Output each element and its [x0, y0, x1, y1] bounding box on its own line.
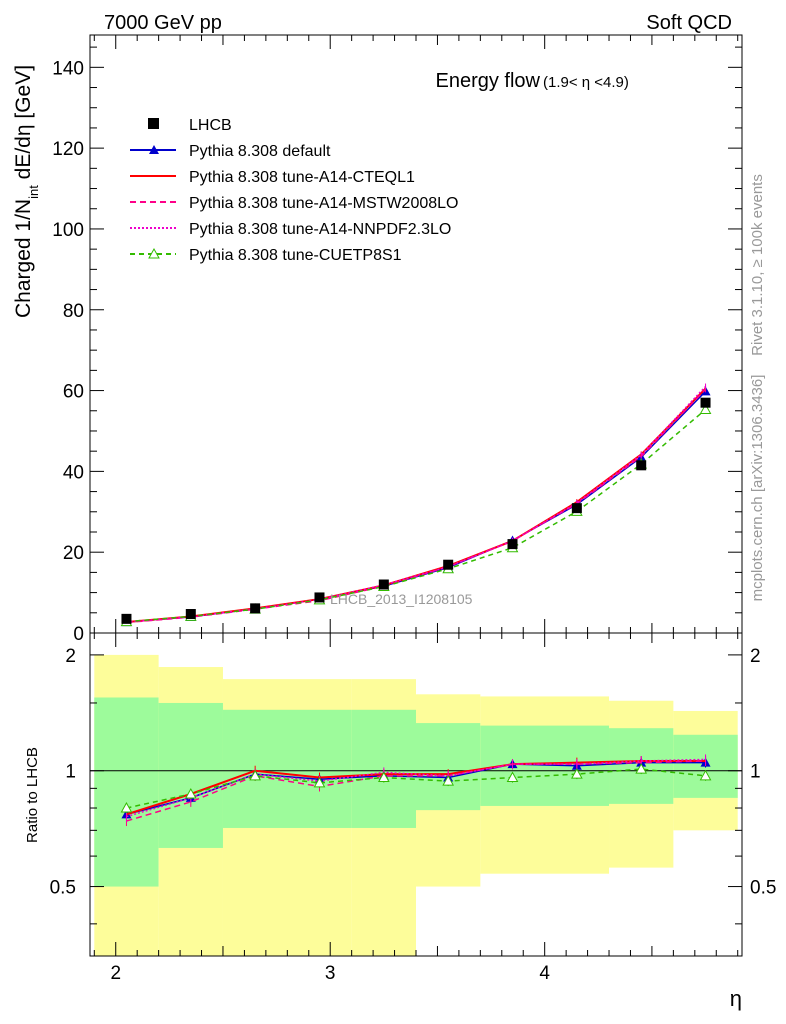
series-line	[126, 390, 707, 623]
legend-entry: Pythia 8.308 default	[130, 143, 331, 160]
plot-title-range: (1.9< η <4.9)	[543, 74, 629, 91]
lhcb-data-point	[121, 613, 132, 624]
legend-label: Pythia 8.308 tune-CUETP8S1	[189, 247, 402, 264]
open-triangle-marker	[249, 769, 261, 781]
legend-entry: Pythia 8.308 tune-A14-NNPDF2.3LO	[130, 221, 451, 238]
inner-band-bin	[222, 709, 352, 828]
ratio-line	[126, 760, 706, 822]
plot-title: Energy flow	[436, 70, 541, 92]
series-line	[126, 386, 707, 623]
main-ytick-label: 40	[63, 462, 84, 483]
main-ytick-label: 60	[63, 382, 84, 403]
ratio-ylabel: Ratio to LHCB	[24, 747, 41, 843]
inner-band-bin	[416, 723, 481, 811]
mcplots-credit: mcplots.cern.ch [arXiv:1306.3436]	[749, 375, 766, 602]
xtick-label: 4	[539, 963, 550, 984]
header-right: Soft QCD	[646, 12, 732, 34]
main-ytick-label: 0	[73, 624, 84, 645]
lhcb-data-point	[571, 503, 582, 514]
main-frame	[89, 34, 743, 634]
legend-entry: Pythia 8.308 tune-A14-MSTW2008LO	[130, 195, 458, 212]
legend: LHCB Pythia 8.308 default Pythia 8.308 tun…	[130, 117, 458, 264]
lhcb-data-point	[636, 460, 647, 471]
inner-band-bin	[158, 702, 223, 848]
series-line	[126, 388, 707, 624]
main-ytick-label: 20	[63, 543, 84, 564]
ratio-pythia-8-308-tune-cuetp8s1	[120, 763, 712, 814]
lhcb-data-point	[443, 559, 454, 570]
open-triangle-marker	[699, 769, 712, 781]
lhcb-data-point	[314, 592, 325, 603]
ratio-bands	[90, 654, 742, 956]
open-triangle-marker	[442, 775, 455, 786]
open-triangle-marker	[184, 787, 197, 799]
open-triangle-marker	[313, 776, 326, 788]
legend-label: Pythia 8.308 default	[189, 143, 331, 160]
ratio-ytick-label: 0.5	[50, 878, 76, 899]
series-pythia-8-308-tune-a14-nnpdf2-3lo	[125, 383, 707, 626]
open-triangle-marker	[506, 771, 519, 783]
ratio-line	[126, 758, 706, 818]
legend-data-marker	[148, 118, 159, 129]
open-triangle-marker	[699, 403, 712, 415]
series-line	[126, 387, 707, 624]
series-line	[126, 408, 707, 623]
xtick-label: 2	[110, 963, 121, 984]
open-triangle-marker	[635, 763, 648, 774]
open-triangle-marker	[377, 771, 390, 783]
legend-label: Pythia 8.308 tune-A14-MSTW2008LO	[189, 195, 458, 212]
inner-band-bin	[94, 697, 159, 887]
open-triangle-marker	[571, 768, 583, 779]
header-left: 7000 GeV pp	[104, 12, 222, 34]
main-ylabel-sub: int	[26, 185, 41, 199]
ratio-ytick-label-right: 2	[750, 646, 761, 667]
main-ytick-label: 120	[52, 139, 84, 160]
open-triangle-marker	[148, 247, 160, 259]
ratio-ytick-label-right: 0.5	[750, 878, 776, 899]
legend-label: Pythia 8.308 tune-A14-NNPDF2.3LO	[189, 221, 451, 238]
main-ytick-label: 100	[52, 220, 84, 241]
main-series	[120, 383, 712, 627]
lhcb-data-point	[378, 579, 389, 590]
open-triangle-marker	[120, 801, 133, 813]
main-ylabel-tail: dE/dη [GeV]	[12, 65, 35, 185]
legend-entry: LHCB	[148, 117, 232, 134]
lhcb-data-point	[250, 603, 261, 614]
rivet-version: Rivet 3.1.10, ≥ 100k events	[749, 174, 766, 356]
lhcb-data-point	[700, 397, 711, 408]
axis-ticks: 0 20 40 60 80 100 120 140 0.5 0.5 1 1 2 2 2 3 4	[50, 35, 776, 984]
legend-label: LHCB	[189, 117, 232, 134]
triangle-marker	[149, 145, 159, 154]
ratio-lines	[120, 754, 712, 827]
main-ylabel-head: Charged 1/N	[12, 199, 35, 318]
ratio-line	[126, 768, 706, 809]
legend-entry: Pythia 8.308 tune-A14-CTEQL1	[130, 169, 415, 186]
x-axis-label: η	[730, 986, 742, 1011]
series-pythia-8-308-tune-a14-cteql1	[125, 385, 707, 626]
lhcb-data-point	[185, 609, 196, 620]
lhcb-data	[121, 397, 711, 624]
ratio-ytick-label-right: 1	[750, 762, 761, 783]
ratio-ytick-label: 1	[65, 762, 76, 783]
ratio-ytick-label: 2	[65, 646, 76, 667]
analysis-watermark: LHCB_2013_I1208105	[330, 591, 473, 607]
legend-entry: Pythia 8.308 tune-CUETP8S1	[130, 247, 402, 264]
lhcb-data-point	[507, 539, 518, 550]
main-ytick-label: 80	[63, 301, 84, 322]
main-ylabel: Charged 1/Nint dE/dη [GeV]	[12, 65, 41, 318]
legend-label: Pythia 8.308 tune-A14-CTEQL1	[189, 169, 415, 186]
main-ytick-label: 140	[52, 58, 84, 79]
xtick-label: 3	[325, 963, 336, 984]
series-pythia-8-308-tune-a14-mstw2008lo	[125, 386, 707, 626]
